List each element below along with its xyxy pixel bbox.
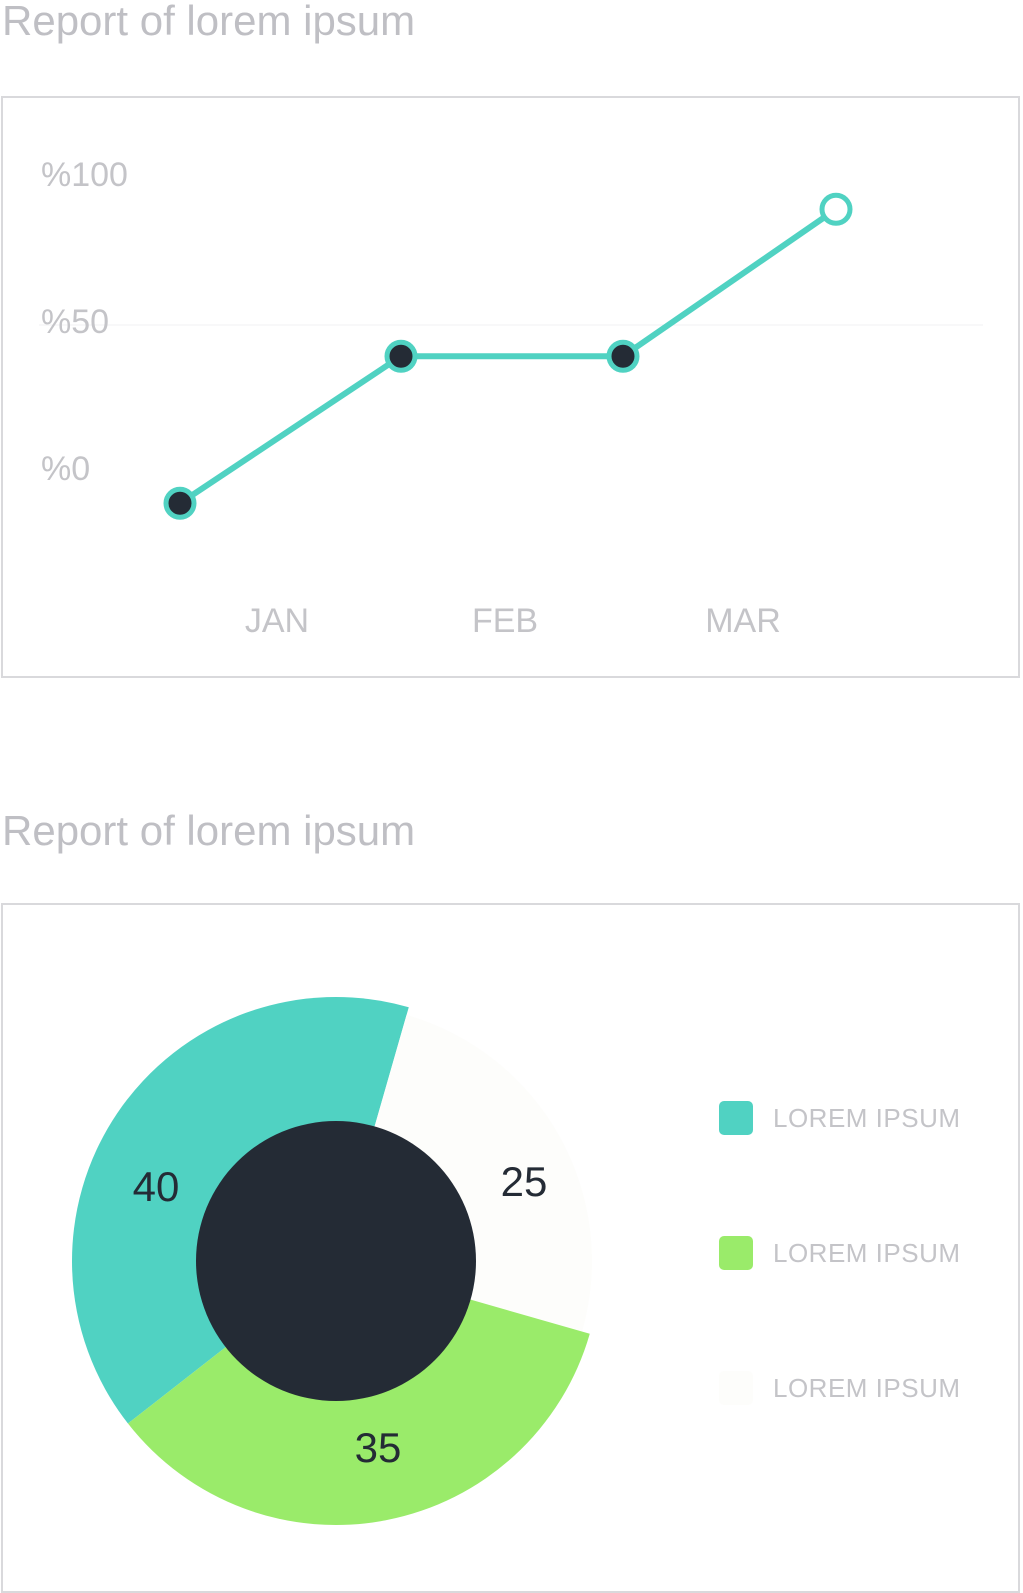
donut-chart-title: Report of lorem ipsum	[2, 810, 415, 852]
legend-swatch	[719, 1236, 753, 1270]
legend-swatch	[719, 1371, 753, 1405]
data-point	[822, 195, 850, 223]
line-chart: %100 %50 %0 JAN FEB MAR	[3, 98, 1018, 676]
slice-value-label: 25	[501, 1158, 548, 1205]
donut-center	[196, 1121, 476, 1401]
slice-value-label: 35	[355, 1424, 402, 1471]
chart-legend: LOREM IPSUM LOREM IPSUM LOREM IPSUM	[719, 1101, 1009, 1506]
y-tick-label: %50	[41, 303, 109, 341]
legend-swatch	[719, 1101, 753, 1135]
data-point	[387, 342, 415, 370]
x-tick-label: MAR	[705, 602, 781, 640]
legend-item[interactable]: LOREM IPSUM	[719, 1236, 1009, 1270]
legend-label: LOREM IPSUM	[773, 1373, 961, 1404]
slice-value-label: 40	[133, 1163, 180, 1210]
y-tick-label: %0	[41, 450, 90, 488]
x-tick-label: JAN	[245, 602, 309, 640]
x-tick-label: FEB	[472, 602, 538, 640]
legend-label: LOREM IPSUM	[773, 1103, 961, 1134]
legend-item[interactable]: LOREM IPSUM	[719, 1371, 1009, 1405]
line-chart-title: Report of lorem ipsum	[2, 0, 415, 42]
legend-label: LOREM IPSUM	[773, 1238, 961, 1269]
series-line	[180, 209, 836, 503]
y-tick-label: %100	[41, 156, 128, 194]
line-chart-card: %100 %50 %0 JAN FEB MAR	[1, 96, 1020, 678]
donut-chart-card: 40 35 25 LOREM IPSUM LOREM IPSUM LOREM IPS…	[1, 903, 1020, 1593]
legend-item[interactable]: LOREM IPSUM	[719, 1101, 1009, 1135]
data-point	[166, 489, 194, 517]
data-point	[609, 342, 637, 370]
